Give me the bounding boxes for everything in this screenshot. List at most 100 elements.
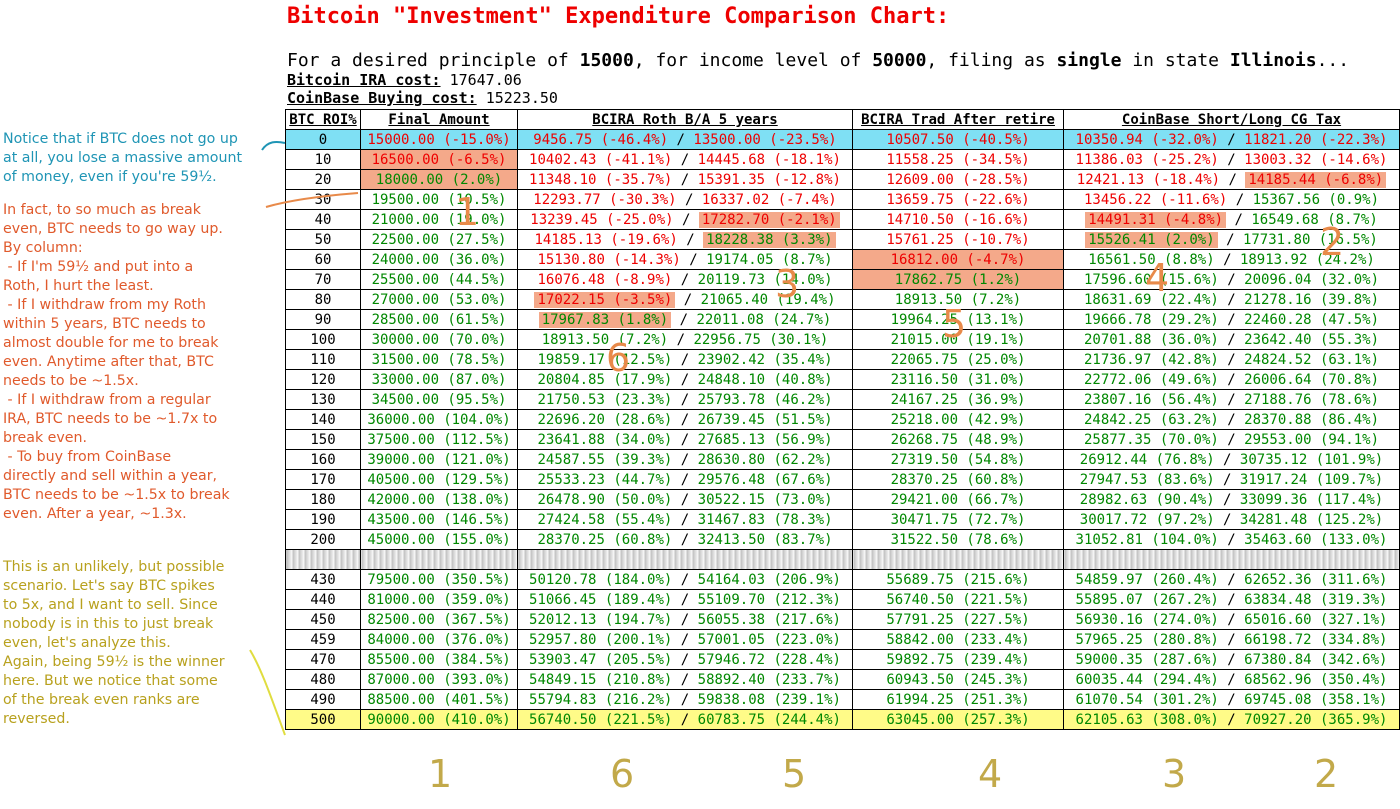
cell-coinbase: 55895.07 (267.2%) / 63834.48 (319.3%) (1063, 589, 1400, 610)
value-separator: / (1218, 151, 1245, 168)
cell-bcira-roth: 12293.77 (-30.3%) / 16337.02 (-7.4%) (517, 189, 853, 210)
value-separator: / (1227, 191, 1253, 208)
coinbase-short-value: 61070.54 (301.2%) (1075, 691, 1219, 708)
cell-coinbase: 12421.13 (-18.4%) / 14185.44 (-6.8%) (1063, 169, 1400, 190)
table-row: 450 82500.00 (367.5%) 52012.13 (194.7%) / … (285, 609, 1400, 630)
value-separator: / (1218, 591, 1245, 608)
coinbase-short-value: 18631.69 (22.4%) (1083, 291, 1219, 308)
cell-bcira-roth: 55794.83 (216.2%) / 59838.08 (239.1%) (517, 689, 853, 710)
cell-btc-roi: 30 (285, 189, 361, 210)
cell-btc-roi: 20 (285, 169, 361, 190)
value-separator: / (672, 691, 698, 708)
table-row: 50 22500.00 (27.5%) 14185.13 (-19.6%) / 18… (285, 229, 1400, 250)
cell-coinbase: 25877.35 (70.0%) / 29553.00 (94.1%) (1063, 429, 1400, 450)
note-line: needs to be ~1.5x. (3, 373, 139, 389)
roth-after-value: 22956.75 (30.1%) (693, 331, 829, 348)
cell-btc-roi: 0 (285, 129, 361, 150)
coinbase-short-value: 31052.81 (104.0%) (1075, 531, 1219, 548)
roth-after-value: 58892.40 (233.7%) (697, 671, 841, 688)
roth-before-value: 21750.53 (23.3%) (537, 391, 673, 408)
note-line: IRA, BTC needs to be ~1.7x to (3, 411, 218, 427)
roth-after-value: 54164.03 (206.9%) (697, 571, 841, 588)
coinbase-long-value: 29553.00 (94.1%) (1244, 431, 1379, 448)
coinbase-short-value: 21736.97 (42.8%) (1083, 351, 1219, 368)
value-separator: / (673, 211, 699, 228)
coinbase-long-value: 18913.92 (24.2%) (1239, 251, 1375, 268)
roth-after-value: 31467.83 (78.3%) (697, 511, 833, 528)
roth-after-value: 28630.80 (62.2%) (697, 451, 833, 468)
value-separator: / (1218, 571, 1245, 588)
cell-final-amount: 18000.00 (2.0%) (360, 169, 518, 190)
value-separator: / (672, 671, 698, 688)
coinbase-long-value: 31917.24 (109.7%) (1239, 471, 1384, 488)
gap-cell (1063, 549, 1400, 570)
cell-final-amount: 36000.00 (104.0%) (360, 409, 518, 430)
value-separator: / (1218, 531, 1245, 548)
coinbase-long-value: 30735.12 (101.9%) (1239, 451, 1384, 468)
gap-cell (517, 549, 853, 570)
value-separator: / (1218, 411, 1245, 428)
value-separator: / (1218, 631, 1245, 648)
summary-mid3: in state (1121, 50, 1230, 71)
roth-after-value: 18228.38 (3.3%) (703, 231, 836, 248)
coinbase-long-value: 22460.28 (47.5%) (1244, 311, 1379, 328)
coinbase-long-value: 62652.36 (311.6%) (1244, 571, 1388, 588)
coinbase-long-value: 63834.48 (319.3%) (1244, 591, 1388, 608)
coinbase-short-value: 56930.16 (274.0%) (1075, 611, 1219, 628)
table-row: 70 25500.00 (44.5%) 16076.48 (-8.9%) / 201… (285, 269, 1400, 290)
note-break-even: In fact, to so much as break even, BTC ne… (3, 201, 230, 524)
coinbase-long-value: 26006.64 (70.8%) (1244, 371, 1379, 388)
cell-bcira-roth: 10402.43 (-41.1%) / 14445.68 (-18.1%) (517, 149, 853, 170)
value-separator: / (672, 531, 698, 548)
note-line: This is an unlikely, but possible (3, 559, 225, 575)
roth-after-value: 20119.73 (14.0%) (697, 271, 833, 288)
coinbase-long-value: 24824.52 (63.1%) (1244, 351, 1379, 368)
roth-before-value: 12293.77 (-30.3%) (533, 191, 677, 208)
value-separator: / (672, 431, 698, 448)
cell-btc-roi: 180 (285, 489, 361, 510)
cell-coinbase: 17596.60 (15.6%) / 20096.04 (32.0%) (1063, 269, 1400, 290)
table-row: 500 90000.00 (410.0%) 56740.50 (221.5%) / … (285, 709, 1400, 730)
value-separator: / (672, 711, 698, 728)
rank-mark-cb-long: 2 (1320, 220, 1345, 264)
cell-coinbase: 56930.16 (274.0%) / 65016.60 (327.1%) (1063, 609, 1400, 630)
cell-bcira-trad: 23116.50 (31.0%) (852, 369, 1064, 390)
roth-after-value: 17282.70 (-2.1%) (698, 211, 840, 228)
value-separator: / (675, 291, 701, 308)
coinbase-short-value: 22772.06 (49.6%) (1083, 371, 1219, 388)
cell-final-amount: 82500.00 (367.5%) (360, 609, 518, 630)
value-separator: / (672, 151, 698, 168)
cell-final-amount: 42000.00 (138.0%) (360, 489, 518, 510)
filing-value: single (1056, 50, 1122, 71)
roth-before-value: 27424.58 (55.4%) (537, 511, 673, 528)
roth-after-value: 23902.42 (35.4%) (697, 351, 833, 368)
cell-btc-roi: 10 (285, 149, 361, 170)
coinbase-short-value: 12421.13 (-18.4%) (1076, 171, 1221, 188)
cell-bcira-roth: 19859.17 (12.5%) / 23902.42 (35.4%) (517, 349, 853, 370)
note-line: even, let's analyze this. (3, 635, 171, 651)
coinbase-short-value: 15526.41 (2.0%) (1085, 231, 1218, 248)
cell-btc-roi: 70 (285, 269, 361, 290)
cell-btc-roi: 440 (285, 589, 361, 610)
bottom-rank-final: 1 (428, 752, 453, 796)
table-row: 40 21000.00 (19.0%) 13239.45 (-25.0%) / 17… (285, 209, 1400, 230)
value-separator: / (672, 651, 698, 668)
cell-bcira-trad: 30471.75 (72.7%) (852, 509, 1064, 530)
header-bcira-roth: BCIRA Roth B/A 5 years (517, 109, 853, 130)
value-separator: / (676, 191, 702, 208)
note-line: almost double for me to break (3, 335, 219, 351)
value-separator: / (672, 371, 698, 388)
cell-coinbase: 24842.25 (63.2%) / 28370.88 (86.4%) (1063, 409, 1400, 430)
coinbase-long-value: 65016.60 (327.1%) (1244, 611, 1388, 628)
table-row: 470 85500.00 (384.5%) 53903.47 (205.5%) / … (285, 649, 1400, 670)
cell-final-amount: 85500.00 (384.5%) (360, 649, 518, 670)
coinbase-long-value: 67380.84 (342.6%) (1244, 651, 1388, 668)
roth-before-value: 23641.88 (34.0%) (537, 431, 673, 448)
page-title: Bitcoin "Investment" Expenditure Compari… (287, 4, 950, 29)
coinbase-short-value: 19666.78 (29.2%) (1083, 311, 1219, 328)
cell-bcira-trad: 26268.75 (48.9%) (852, 429, 1064, 450)
coinbase-long-value: 35463.60 (133.0%) (1244, 531, 1388, 548)
value-separator: / (671, 311, 697, 328)
table-row: 480 87000.00 (393.0%) 54849.15 (210.8%) / … (285, 669, 1400, 690)
cell-btc-roi: 140 (285, 409, 361, 430)
